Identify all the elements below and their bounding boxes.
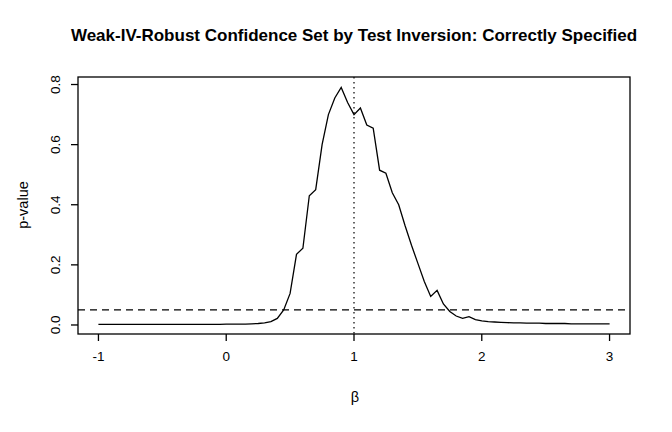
figure: Weak-IV-Robust Confidence Set by Test In… (0, 0, 672, 432)
x-tick-label: 3 (606, 349, 614, 364)
plot-box (78, 77, 630, 334)
y-tick-label: 0.2 (49, 255, 64, 274)
plot-canvas: -1 0 1 2 3 0.0 0.2 0.4 0.6 0.8 (0, 0, 672, 432)
y-tick-label: 0.0 (49, 316, 64, 335)
x-tick-label: 0 (222, 349, 230, 364)
x-tick-label: -1 (92, 349, 104, 364)
x-tick-label: 2 (478, 349, 486, 364)
x-tick-label: 1 (350, 349, 358, 364)
y-tick-label: 0.8 (49, 75, 64, 94)
y-tick-label: 0.6 (49, 135, 64, 154)
y-tick-label: 0.4 (49, 195, 64, 214)
